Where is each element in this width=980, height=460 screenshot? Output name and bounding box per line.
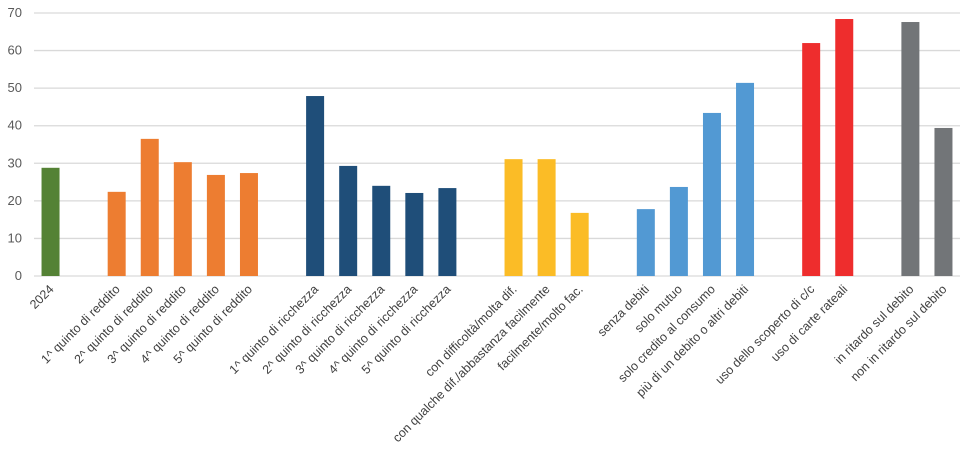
bar [835, 19, 854, 277]
bar [736, 82, 755, 276]
y-tick-label: 60 [8, 43, 22, 58]
bar [107, 191, 126, 276]
y-tick-label: 40 [8, 118, 22, 133]
bar [934, 127, 953, 277]
bar [206, 174, 225, 276]
y-tick-label: 0 [15, 268, 22, 283]
bar [901, 22, 920, 276]
bar [239, 173, 258, 276]
bar [504, 159, 523, 276]
bar [702, 112, 721, 276]
y-tick-label: 20 [8, 193, 22, 208]
bar [669, 186, 688, 276]
bar [306, 96, 325, 276]
bar [438, 188, 457, 276]
bar [802, 43, 821, 276]
y-tick-label: 70 [8, 5, 22, 20]
bar [140, 138, 159, 276]
x-tick-label: con qualche dif./abbastanza facilmente [390, 282, 553, 445]
bar [570, 212, 589, 276]
bar [339, 165, 358, 276]
y-tick-label: 10 [8, 230, 22, 245]
bar [537, 159, 556, 276]
bar [173, 162, 192, 276]
bar [405, 192, 424, 276]
bar [41, 167, 60, 276]
bar [636, 209, 655, 276]
y-tick-label: 50 [8, 80, 22, 95]
y-tick-label: 30 [8, 155, 22, 170]
bar [372, 185, 391, 276]
x-tick-label: 2024 [27, 282, 57, 312]
